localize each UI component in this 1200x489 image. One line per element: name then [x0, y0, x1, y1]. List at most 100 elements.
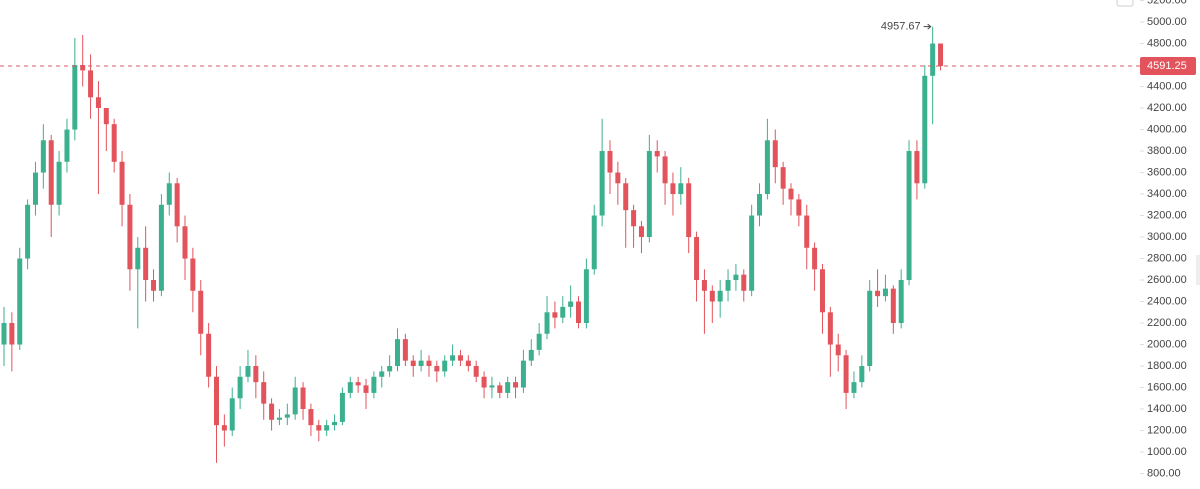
candle-body — [591, 215, 597, 270]
y-tick-label: 2800.00 — [1147, 252, 1187, 264]
candle-body — [890, 288, 896, 324]
candle-body — [623, 183, 629, 211]
candle-body — [583, 269, 589, 324]
candle-body — [450, 355, 456, 361]
candle-body — [922, 75, 928, 184]
candle-body — [127, 204, 133, 270]
candle-body — [914, 151, 920, 184]
candle-body — [190, 258, 196, 291]
candle-body — [332, 421, 338, 426]
candle-body — [481, 376, 487, 388]
y-tick-label: 3400.00 — [1147, 188, 1187, 200]
y-tick-label: 5200.00 — [1147, 0, 1187, 6]
candle-body — [158, 204, 164, 291]
candle-body — [709, 290, 715, 302]
candle-body — [88, 70, 94, 98]
candle-body — [788, 188, 794, 200]
candle-body — [253, 366, 259, 383]
candle-body — [103, 108, 109, 125]
candle-body — [166, 183, 172, 205]
candle-body — [749, 215, 755, 291]
candle-body — [875, 290, 881, 297]
candle-body — [520, 360, 526, 388]
candle-body — [568, 301, 574, 307]
candle-body — [213, 376, 219, 426]
candle-body — [599, 151, 605, 216]
candle-body — [701, 280, 707, 291]
candle-body — [528, 349, 534, 361]
candle-body — [72, 65, 78, 130]
y-tick-label: 2600.00 — [1147, 274, 1187, 286]
last-price-label: 4591.25 — [1147, 60, 1187, 72]
candle-body — [363, 385, 369, 393]
candle-body — [505, 382, 511, 393]
candle-body — [355, 382, 361, 386]
candle-body — [206, 333, 212, 377]
candle-body — [324, 425, 330, 431]
candle-body — [497, 385, 503, 393]
y-tick-label: 2000.00 — [1147, 338, 1187, 350]
candle-body — [395, 339, 400, 367]
y-tick-label: 1800.00 — [1147, 360, 1187, 372]
candle-body — [662, 156, 668, 184]
candle-body — [835, 344, 841, 356]
high-annotation: 4957.67 — [881, 20, 921, 32]
candle-body — [221, 425, 227, 431]
candle-body — [741, 274, 747, 291]
candle-body — [473, 366, 479, 377]
candle-body — [607, 151, 613, 173]
candle-body — [25, 204, 31, 259]
candle-body — [237, 376, 243, 399]
candle-body — [544, 312, 550, 334]
y-tick-label: 3600.00 — [1147, 166, 1187, 178]
candle-body — [426, 360, 432, 367]
candle-body — [40, 140, 46, 173]
y-tick-label: 4800.00 — [1147, 37, 1187, 49]
candle-body — [733, 274, 739, 281]
candle-body — [851, 382, 857, 393]
y-tick-label: 1400.00 — [1147, 403, 1187, 415]
candle-body — [387, 366, 393, 372]
candle-body — [95, 97, 101, 109]
y-tick-label: 800.00 — [1147, 467, 1181, 479]
candle-body — [513, 382, 519, 388]
candle-body — [111, 124, 117, 162]
candle-body — [9, 323, 15, 345]
candle-body — [457, 355, 463, 361]
y-tick-label: 3000.00 — [1147, 231, 1187, 243]
candle-body — [772, 140, 778, 168]
candle-body — [725, 280, 731, 291]
candle-body — [1, 323, 7, 345]
candle-body — [182, 226, 188, 259]
candle-body — [843, 355, 849, 393]
candle-body — [552, 312, 558, 318]
candle-body — [269, 403, 275, 420]
candle-body — [859, 366, 865, 383]
candle-body — [80, 65, 86, 71]
candle-body — [938, 43, 944, 66]
y-tick-label: 4200.00 — [1147, 102, 1187, 114]
toolbar-icon[interactable] — [1116, 0, 1134, 7]
candle-body — [418, 360, 424, 367]
candle-body — [576, 301, 582, 324]
candle-body — [796, 199, 802, 216]
candle-body — [371, 376, 377, 393]
candle-body — [827, 312, 833, 345]
candle-body — [560, 306, 566, 318]
y-tick-label: 1000.00 — [1147, 446, 1187, 458]
candle-body — [694, 237, 700, 281]
candle-body — [292, 387, 298, 415]
last-price-box — [1140, 56, 1196, 75]
candle-body — [882, 288, 888, 297]
candle-body — [174, 183, 180, 227]
candle-body — [867, 290, 873, 367]
scroll-handle[interactable] — [1196, 255, 1200, 285]
candle-body — [64, 129, 70, 162]
candle-body — [465, 360, 471, 367]
candle-body — [379, 371, 385, 377]
y-tick-label: 4000.00 — [1147, 123, 1187, 135]
y-tick-label: 3800.00 — [1147, 145, 1187, 157]
candle-body — [678, 183, 684, 195]
candle-body — [402, 339, 408, 361]
